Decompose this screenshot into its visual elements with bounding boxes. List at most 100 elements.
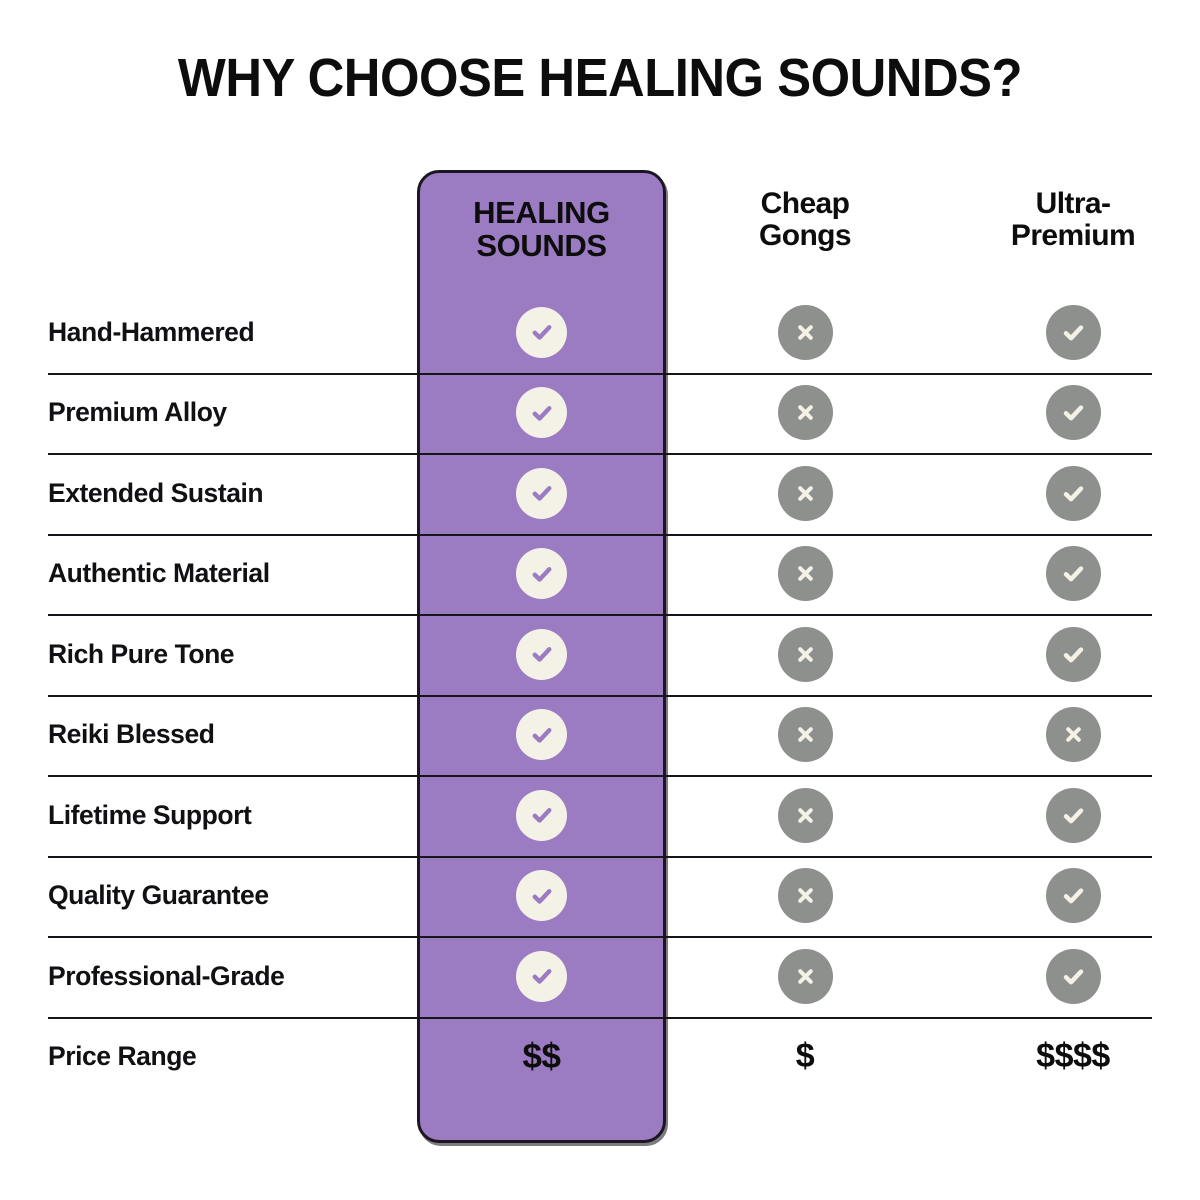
feature-label: Premium Alloy	[48, 397, 227, 428]
table-row: Reiki Blessed	[0, 694, 1200, 776]
table-row: Rich Pure Tone	[0, 614, 1200, 695]
cell-cheap-gongs	[690, 534, 920, 615]
check-circle-icon	[1045, 626, 1101, 682]
check-circle-icon	[516, 467, 567, 519]
column-header-line-2: SOUNDS	[476, 228, 607, 264]
cell-cheap-gongs	[690, 292, 920, 373]
cell-cheap-gongs	[690, 936, 920, 1017]
row-divider	[48, 936, 1152, 938]
cell-ultra-premium	[958, 534, 1188, 615]
cross-circle-icon	[777, 868, 833, 924]
cell-cheap-gongs	[690, 373, 920, 454]
column-header-cheap-gongs: Cheap Gongs	[690, 187, 920, 253]
row-divider	[48, 372, 1152, 375]
table-row: Premium Alloy	[0, 372, 1200, 454]
cell-healing-sounds: $$	[417, 1017, 666, 1098]
table-row-price: Price Range $$ $ $$$$	[0, 1016, 1200, 1098]
row-divider	[48, 533, 1152, 536]
row-divider	[48, 775, 1152, 777]
check-circle-icon	[1045, 304, 1101, 360]
column-header-line-1: Ultra-	[1035, 187, 1111, 220]
cell-cheap-gongs: $	[690, 1017, 920, 1098]
table-row: Hand-Hammered	[0, 292, 1200, 373]
cell-healing-sounds	[417, 695, 666, 776]
cell-cheap-gongs	[690, 775, 920, 856]
cell-ultra-premium: $$$$	[958, 1017, 1188, 1098]
feature-rows: Hand-Hammered Premium Alloy Extended Susta…	[0, 292, 1200, 1097]
column-header-healing-sounds: HEALING SOUNDS	[417, 196, 666, 263]
feature-label: Rich Pure Tone	[48, 638, 235, 669]
cell-cheap-gongs	[690, 453, 920, 534]
feature-label: Reiki Blessed	[48, 719, 215, 750]
cell-ultra-premium	[958, 614, 1188, 695]
check-circle-icon	[1045, 868, 1101, 924]
cross-circle-icon	[1045, 707, 1101, 763]
cell-healing-sounds	[417, 534, 666, 615]
cell-healing-sounds	[417, 292, 666, 373]
cell-healing-sounds	[417, 775, 666, 856]
price-value: $$$$	[1036, 1037, 1110, 1076]
check-circle-icon	[516, 628, 567, 680]
row-divider	[48, 855, 1152, 858]
check-circle-icon	[516, 709, 567, 761]
column-header-ultra-premium: Ultra- Premium	[958, 187, 1188, 253]
check-circle-icon	[1045, 465, 1101, 521]
check-circle-icon	[1045, 546, 1101, 602]
table-row: Quality Guarantee	[0, 855, 1200, 937]
cell-ultra-premium	[958, 373, 1188, 454]
cell-cheap-gongs	[690, 695, 920, 776]
cell-ultra-premium	[958, 775, 1188, 856]
row-divider	[48, 1016, 1152, 1019]
feature-label: Price Range	[48, 1041, 197, 1072]
feature-label: Extended Sustain	[48, 477, 264, 508]
cross-circle-icon	[777, 707, 833, 763]
row-divider	[48, 453, 1152, 455]
check-circle-icon	[516, 306, 567, 358]
feature-label: Authentic Material	[48, 558, 270, 589]
column-header-line-1: Cheap	[760, 187, 850, 220]
check-circle-icon	[1045, 948, 1101, 1004]
cell-healing-sounds	[417, 856, 666, 937]
check-circle-icon	[1045, 787, 1101, 843]
feature-label: Hand-Hammered	[48, 316, 255, 347]
cross-circle-icon	[777, 787, 833, 843]
cell-healing-sounds	[417, 614, 666, 695]
check-circle-icon	[516, 387, 567, 439]
cross-circle-icon	[777, 948, 833, 1004]
cell-ultra-premium	[958, 695, 1188, 776]
column-header-line-2: Premium	[1010, 219, 1136, 253]
cross-circle-icon	[777, 385, 833, 441]
cell-ultra-premium	[958, 856, 1188, 937]
row-divider	[48, 694, 1152, 697]
check-circle-icon	[516, 870, 567, 922]
column-header-line-1: HEALING	[473, 195, 610, 230]
cross-circle-icon	[777, 304, 833, 360]
cross-circle-icon	[777, 626, 833, 682]
cell-ultra-premium	[958, 936, 1188, 1017]
feature-label: Quality Guarantee	[48, 880, 269, 911]
cell-cheap-gongs	[690, 614, 920, 695]
table-row: Professional-Grade	[0, 936, 1200, 1017]
check-circle-icon	[516, 950, 567, 1002]
page-title: WHY CHOOSE HEALING SOUNDS?	[177, 48, 1023, 108]
cell-cheap-gongs	[690, 856, 920, 937]
cell-ultra-premium	[958, 292, 1188, 373]
check-circle-icon	[516, 789, 567, 841]
cell-healing-sounds	[417, 373, 666, 454]
column-header-line-2: Gongs	[759, 219, 852, 253]
price-value: $	[795, 1037, 815, 1076]
row-divider	[48, 614, 1152, 616]
cell-ultra-premium	[958, 453, 1188, 534]
table-row: Extended Sustain	[0, 453, 1200, 534]
feature-label: Lifetime Support	[48, 799, 252, 830]
feature-label: Professional-Grade	[48, 960, 285, 991]
cross-circle-icon	[777, 546, 833, 602]
check-circle-icon	[516, 548, 567, 600]
cell-healing-sounds	[417, 936, 666, 1017]
price-value: $$	[522, 1036, 561, 1076]
cross-circle-icon	[777, 465, 833, 521]
table-row: Lifetime Support	[0, 775, 1200, 856]
cell-healing-sounds	[417, 453, 666, 534]
check-circle-icon	[1045, 385, 1101, 441]
